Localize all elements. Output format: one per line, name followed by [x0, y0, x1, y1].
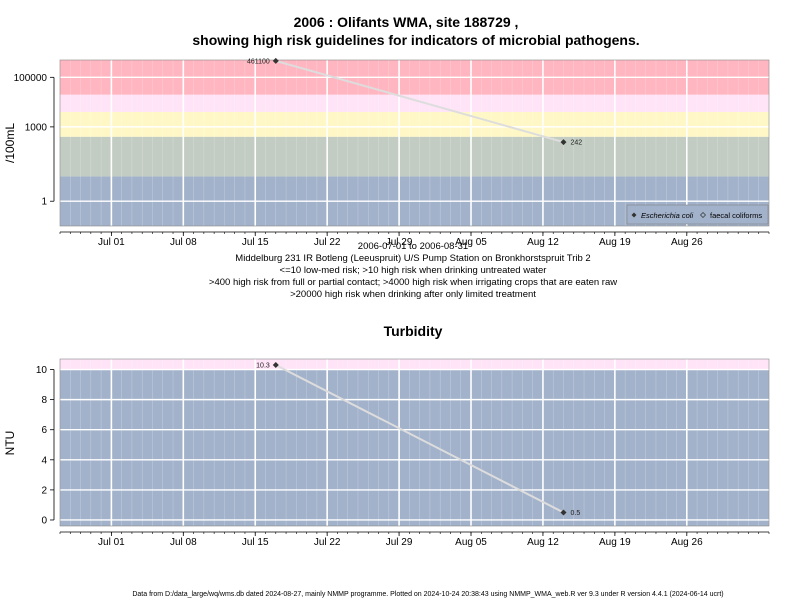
chart1-y-tick-label: 100000: [14, 73, 48, 84]
legend-marker-ecoli: [631, 212, 637, 218]
chart1-series-line: [275, 59, 564, 144]
chart2-y-tick-label: 2: [41, 485, 47, 496]
chart2-x-tick-label: Jul 01: [98, 537, 125, 548]
chart2-x-tick-label: Jul 15: [242, 537, 269, 548]
legend-box: [626, 204, 769, 225]
chart1-x-tick-label: Jul 08: [170, 237, 197, 248]
chart1-caption-site: Middelburg 231 IR Botleng (Leeuspruit) U…: [235, 253, 590, 264]
chart2-x-tick-label: Jul 22: [314, 537, 341, 548]
chart2-risk-band-0: [60, 369, 769, 526]
chart1-x-tick-label: Jul 22: [314, 237, 341, 248]
chart1-data-point: [272, 57, 279, 64]
chart1-legend: Escherichia coli faecal coliforms: [626, 204, 769, 225]
chart1-x-tick-label: Jul 29: [386, 237, 413, 248]
chart1-caption-daterange: 2006-07-01 to 2006-08-31: [358, 241, 468, 252]
chart2-data-label: 0.5: [570, 510, 580, 517]
chart1-x-tick-label: Aug 19: [599, 237, 631, 248]
legend-label-faecal: faecal coliforms: [710, 211, 762, 220]
chart2-title: Turbidity: [384, 323, 443, 339]
chart2-ylabel: NTU: [3, 431, 17, 456]
chart2-x-tick-label: Jul 29: [386, 537, 413, 548]
chart2-data-point: [272, 362, 279, 369]
chart2-y-tick-label: 8: [41, 395, 47, 406]
chart1-x-tick-label: Aug 26: [671, 237, 703, 248]
chart1-risk-band-2: [60, 111, 769, 137]
chart2-y-tick-label: 4: [41, 455, 47, 466]
chart2-x-tick-label: Jul 08: [170, 537, 197, 548]
chart2-data-point: [560, 509, 567, 516]
legend-label-ecoli: Escherichia coli: [641, 211, 693, 220]
chart2-series-line: [275, 364, 564, 514]
legend-marker-faecal: [700, 212, 706, 218]
chart1-data-point: [560, 139, 567, 146]
chart1-data-label: 461100: [247, 58, 270, 65]
chart2-x-tick-label: Aug 19: [599, 537, 631, 548]
chart1-risk-band-1: [60, 136, 769, 177]
footer-note: Data from D:/data_large/wq/wms.db dated …: [132, 591, 723, 598]
chart1-caption-risk1: <=10 low-med risk; >10 high risk when dr…: [280, 265, 547, 276]
chart1-data-label: 242: [570, 140, 582, 147]
chart1-risk-band-3: [60, 94, 769, 112]
chart2-data-label: 10.3: [256, 363, 270, 370]
chart1-plot-border: [59, 59, 770, 227]
chart1-title-line2: showing high risk guidelines for indicat…: [192, 32, 639, 48]
chart1-x-tick-label: Aug 05: [455, 237, 487, 248]
chart2-x-tick-label: Aug 26: [671, 537, 703, 548]
chart2-y-tick-label: 10: [36, 365, 48, 376]
chart1-caption-risk3: >20000 high risk when drinking after onl…: [290, 289, 536, 300]
chart1-y-tick-label: 1: [41, 197, 47, 208]
chart2-x-tick-label: Aug 05: [455, 537, 487, 548]
chart1-x-tick-label: Aug 12: [527, 237, 559, 248]
chart2-axes: 0 2 4 6 8 10 Jul 01 Jul 08 Jul 15 Jul 22 Jul 29 Aug…: [36, 365, 770, 548]
chart2-plot-area: 10.3 0.5: [59, 358, 770, 527]
chart1-title-line1: 2006 : Olifants WMA, site 188729 ,: [294, 14, 519, 30]
chart2-y-tick-label: 6: [41, 425, 47, 436]
chart2-plot-border: [59, 358, 770, 527]
chart1-x-tick-label: Jul 15: [242, 237, 269, 248]
chart1-ylabel: /100mL: [3, 123, 17, 163]
chart2-risk-band-1: [60, 359, 769, 370]
chart1-caption-risk2: >400 high risk from full or partial cont…: [209, 277, 617, 288]
chart2-x-tick-label: Aug 12: [527, 537, 559, 548]
chart1-plot-area: 461100 242: [59, 57, 770, 227]
chart2-y-tick-label: 0: [41, 515, 47, 526]
chart1-x-tick-label: Jul 01: [98, 237, 125, 248]
chart1-axes: 1 1000 100000 Jul 01 Jul 08 Jul 15 Jul 22 Jul 2…: [14, 73, 770, 248]
chart1-y-tick-label: 1000: [25, 122, 48, 133]
